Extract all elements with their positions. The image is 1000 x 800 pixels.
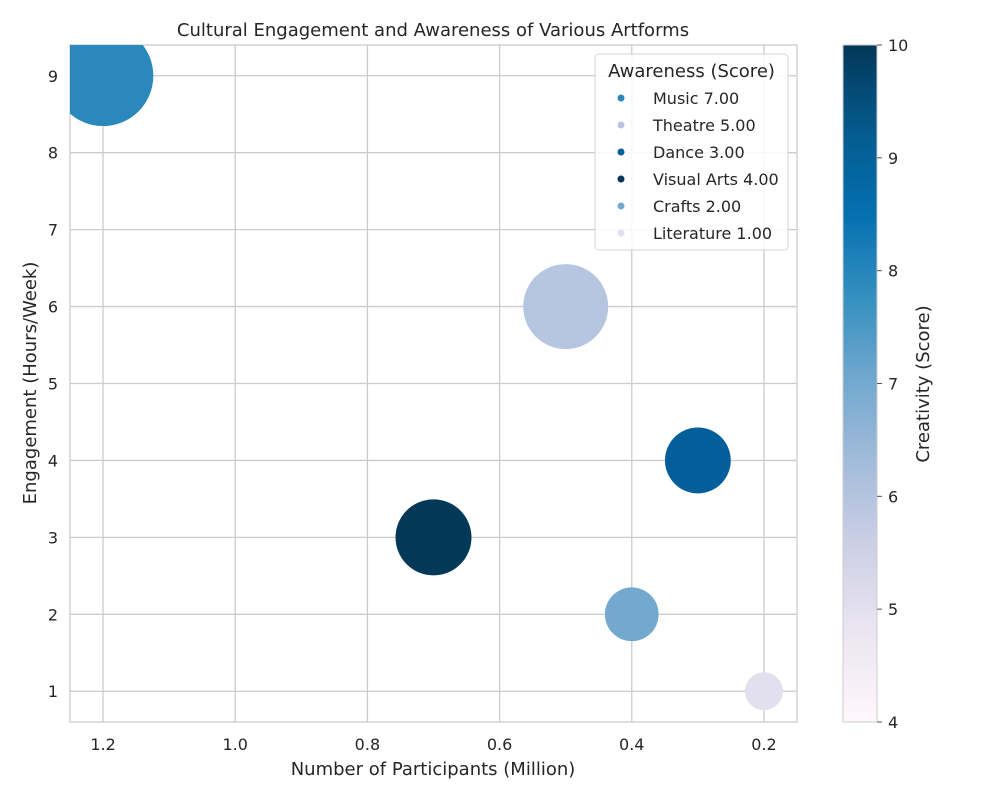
- bubble-crafts[interactable]: [604, 587, 659, 642]
- y-tick-label: 6: [48, 298, 58, 317]
- legend-marker: [617, 202, 625, 210]
- colorbar-tick-label: 7: [888, 375, 898, 394]
- colorbar-tick-label: 5: [888, 600, 898, 619]
- legend-entry: Visual Arts 4.00: [653, 170, 779, 189]
- legend-entry: Dance 3.00: [653, 143, 745, 162]
- x-tick-label: 1.2: [90, 735, 115, 754]
- legend-entry: Music 7.00: [653, 89, 739, 108]
- legend-marker: [617, 121, 625, 129]
- y-tick-label: 2: [48, 605, 58, 624]
- legend-marker: [617, 148, 625, 156]
- y-tick-label: 1: [48, 682, 58, 701]
- chart-title: Cultural Engagement and Awareness of Var…: [177, 20, 689, 41]
- x-tick-label: 0.4: [619, 735, 644, 754]
- x-axis-label: Number of Participants (Million): [291, 759, 576, 780]
- colorbar-tick-label: 10: [888, 36, 908, 55]
- y-tick-label: 7: [48, 221, 58, 240]
- bubble-visual-arts[interactable]: [395, 499, 472, 576]
- colorbar-tick-label: 8: [888, 262, 898, 281]
- legend-marker: [617, 229, 625, 237]
- y-axis-label: Engagement (Hours/Week): [20, 262, 41, 505]
- y-tick-label: 9: [48, 67, 58, 86]
- x-tick-label: 0.8: [355, 735, 380, 754]
- legend-entry: Theatre 5.00: [652, 116, 756, 135]
- x-tick-label: 1.0: [223, 735, 248, 754]
- legend-marker: [617, 175, 625, 183]
- x-tick-label: 0.6: [487, 735, 512, 754]
- legend-marker: [617, 94, 625, 102]
- colorbar-tick-label: 6: [888, 487, 898, 506]
- legend-title: Awareness (Score): [608, 61, 775, 82]
- y-tick-label: 5: [48, 375, 58, 394]
- bubble-group: [53, 26, 783, 711]
- plot-frame: [69, 44, 798, 723]
- y-tick-label: 8: [48, 144, 58, 163]
- x-tick-label: 0.2: [751, 735, 776, 754]
- legend-entry: Crafts 2.00: [653, 197, 741, 216]
- bubble-dance[interactable]: [664, 427, 731, 494]
- colorbar-tick-label: 4: [888, 713, 898, 732]
- colorbar: [842, 44, 878, 723]
- y-tick-label: 3: [48, 528, 58, 547]
- legend-box: [594, 53, 789, 251]
- bubble-theatre[interactable]: [523, 264, 609, 350]
- y-tick-label: 4: [48, 451, 58, 470]
- colorbar-label: Creativity (Score): [913, 305, 934, 462]
- bubble-music[interactable]: [53, 26, 154, 127]
- colorbar-tick-label: 9: [888, 149, 898, 168]
- legend-entry: Literature 1.00: [653, 224, 772, 243]
- bubble-literature[interactable]: [744, 672, 783, 711]
